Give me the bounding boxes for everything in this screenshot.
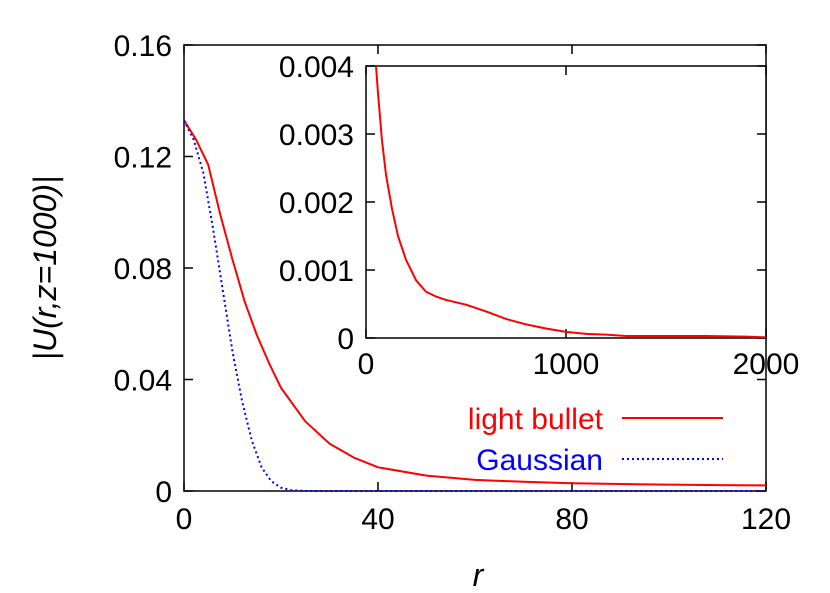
main-tick-labels: 0 40 80 120 0 0.04 0.08 0.12 0.16 bbox=[114, 30, 791, 536]
inset-y-tick-label: 0.002 bbox=[279, 187, 354, 220]
x-axis-title: r bbox=[473, 557, 485, 593]
main-x-tick-label: 40 bbox=[361, 503, 394, 536]
inset-y-tick-label: 0.004 bbox=[279, 51, 354, 84]
legend-label-gaussian: Gaussian bbox=[476, 444, 603, 477]
main-x-tick-label: 0 bbox=[176, 503, 193, 536]
inset-chart: 0 1000 2000 0 0.001 0.002 0.003 0.004 bbox=[279, 51, 799, 381]
legend-label-light-bullet: light bullet bbox=[468, 403, 604, 436]
inset-x-tick-label: 1000 bbox=[533, 348, 600, 381]
legend: light bullet Gaussian bbox=[468, 403, 723, 477]
inset-tick-labels: 0 1000 2000 0 0.001 0.002 0.003 0.004 bbox=[279, 51, 799, 381]
inset-x-tick-label: 2000 bbox=[733, 348, 800, 381]
main-y-tick-label: 0 bbox=[155, 476, 172, 509]
main-y-tick-label: 0.12 bbox=[114, 142, 172, 175]
main-y-tick-label: 0.08 bbox=[114, 253, 172, 286]
inset-series bbox=[375, 65, 767, 339]
inset-y-tick-label: 0.003 bbox=[279, 119, 354, 152]
main-y-tick-label: 0.16 bbox=[114, 30, 172, 63]
inset-y-tick-label: 0.001 bbox=[279, 255, 354, 288]
main-series-line-light-bullet bbox=[183, 119, 767, 487]
inset-series-line-0 bbox=[375, 65, 767, 339]
main-chart: 0 40 80 120 0 0.04 0.08 0.12 0.16 r |U(r,z=1000)… bbox=[27, 30, 791, 593]
main-x-tick-label: 120 bbox=[741, 503, 791, 536]
main-series bbox=[183, 119, 767, 492]
inset-plot-frame bbox=[365, 65, 767, 339]
main-x-tick-label: 80 bbox=[555, 503, 588, 536]
inset-x-tick-label: 0 bbox=[358, 348, 375, 381]
y-axis-title: |U(r,z=1000)| bbox=[27, 176, 63, 361]
inset-y-tick-label: 0 bbox=[337, 323, 354, 356]
main-y-tick-label: 0.04 bbox=[114, 365, 172, 398]
